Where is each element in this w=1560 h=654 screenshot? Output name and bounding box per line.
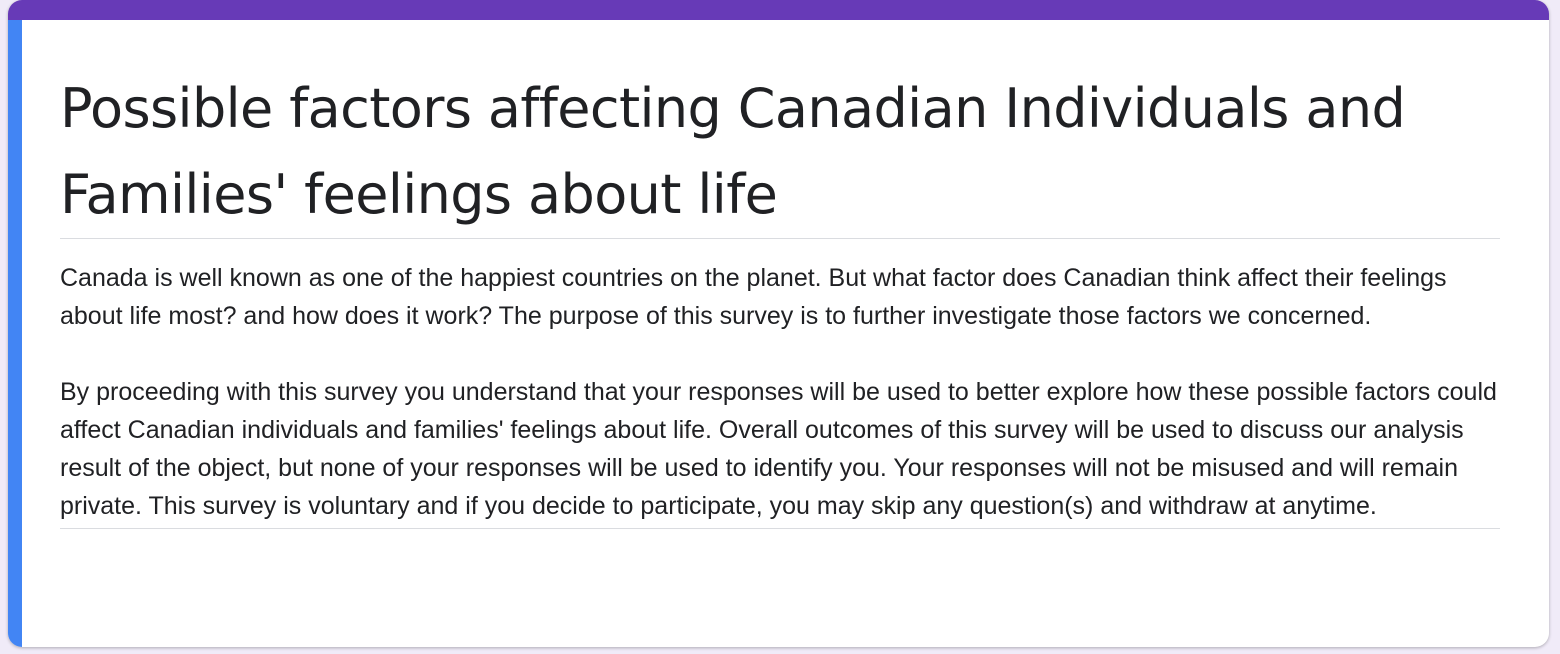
description-paragraph-2: By proceeding with this survey you under… bbox=[60, 378, 1497, 520]
paragraph-spacer bbox=[60, 335, 1500, 373]
theme-color-bar bbox=[8, 0, 1549, 20]
description-paragraph-1: Canada is well known as one of the happi… bbox=[60, 264, 1447, 330]
title-underline bbox=[60, 238, 1500, 239]
focus-indicator-bar bbox=[8, 20, 22, 647]
form-description[interactable]: Canada is well known as one of the happi… bbox=[60, 259, 1500, 525]
form-header-content: Possible factors affecting Canadian Indi… bbox=[60, 20, 1500, 529]
description-underline bbox=[60, 528, 1500, 529]
form-title[interactable]: Possible factors affecting Canadian Indi… bbox=[60, 77, 1406, 226]
form-header-card[interactable]: Possible factors affecting Canadian Indi… bbox=[8, 0, 1549, 647]
